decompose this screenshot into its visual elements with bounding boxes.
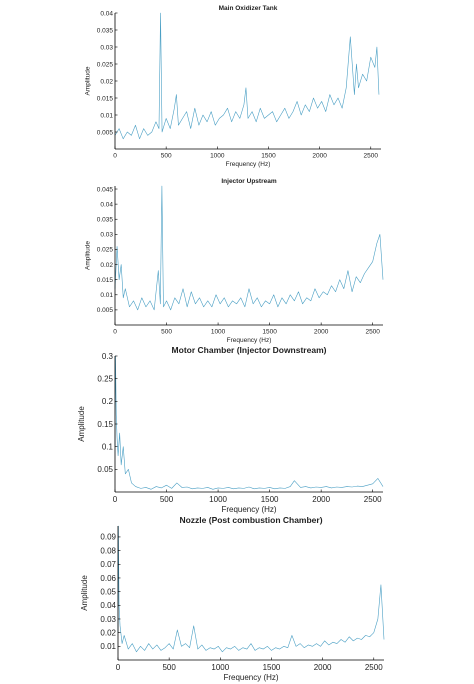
y-tick-label: 0.005 (97, 307, 114, 314)
spectrum-series-line (114, 185, 384, 311)
y-tick-label: 0.04 (100, 601, 116, 610)
x-tick-label: 500 (161, 153, 172, 160)
x-tick-label: 0 (113, 329, 117, 336)
x-tick-label: 2500 (365, 329, 380, 336)
x-tick-label: 1000 (211, 329, 226, 336)
spectrum-series-line (114, 355, 384, 490)
spectrum-series-line (114, 12, 380, 140)
x-axis-label: Frequency (Hz) (226, 161, 271, 168)
chart-panel-nozzle: Nozzle (Post combustion Chamber) 0 500 1000… (80, 515, 385, 682)
x-tick-label: 1000 (209, 495, 227, 504)
x-tick-label: 500 (162, 663, 176, 672)
x-tick-label: 2000 (312, 495, 330, 504)
y-tick-label: 0.07 (100, 560, 116, 569)
y-tick-label: 0.01 (100, 112, 113, 119)
x-tick-label: 1500 (262, 329, 277, 336)
y-tick-label: 0.08 (100, 546, 116, 555)
y-tick-label: 0.05 (97, 465, 113, 474)
y-tick-label: 0.15 (97, 420, 113, 429)
x-tick-label: 2000 (312, 153, 327, 160)
x-axis-label: Frequency (Hz) (223, 673, 278, 682)
x-tick-label: 2500 (365, 663, 383, 672)
x-tick-label: 500 (160, 495, 174, 504)
y-tick-label: 0.015 (97, 277, 114, 284)
x-tick-label: 0 (113, 495, 118, 504)
chart-panel-injector-upstream: Injector Upstream 0 500 1000 1500 2000 2500 0.0… (85, 178, 384, 344)
chart-panel-motor-chamber: Motor Chamber (Injector Downstream) 0 500 1… (77, 345, 384, 514)
y-tick-label: 0.02 (100, 78, 113, 85)
y-tick-label: 0.035 (97, 27, 114, 34)
x-tick-label: 0 (116, 663, 121, 672)
y-tick-label: 0.04 (100, 10, 113, 17)
y-axis-label: Amplitude (80, 575, 89, 611)
y-tick-label: 0.045 (97, 186, 114, 193)
y-tick-label: 0.02 (100, 628, 116, 637)
chart-title: Motor Chamber (Injector Downstream) (172, 345, 327, 355)
y-tick-label: 0.3 (102, 352, 114, 361)
y-tick-label: 0.03 (100, 615, 116, 624)
x-tick-label: 0 (113, 153, 117, 160)
x-tick-label: 2500 (364, 153, 379, 160)
y-axis-label: Amplitude (85, 241, 92, 270)
x-tick-label: 2000 (314, 329, 329, 336)
x-tick-label: 500 (161, 329, 172, 336)
y-tick-label: 0.1 (102, 442, 114, 451)
y-tick-label: 0.05 (100, 587, 116, 596)
y-axis-label: Amplitude (77, 406, 86, 442)
x-tick-label: 2500 (364, 495, 382, 504)
x-tick-label: 1500 (261, 495, 279, 504)
x-tick-label: 1500 (261, 153, 276, 160)
y-tick-label: 0.25 (97, 374, 113, 383)
y-tick-label: 0.02 (100, 262, 113, 269)
y-tick-label: 0.01 (100, 292, 113, 299)
x-tick-label: 1500 (263, 663, 281, 672)
x-tick-label: 1000 (211, 663, 229, 672)
y-tick-label: 0.035 (97, 217, 114, 224)
y-tick-label: 0.04 (100, 201, 113, 208)
y-tick-label: 0.01 (100, 642, 116, 651)
chart-title: Injector Upstream (221, 178, 276, 185)
y-axis-label: Amplitude (85, 66, 92, 95)
y-tick-label: 0.06 (100, 574, 116, 583)
spectrum-series-line (117, 525, 385, 653)
x-tick-label: 1000 (210, 153, 225, 160)
x-axis-label: Frequency (Hz) (221, 505, 276, 514)
y-tick-label: 0.03 (100, 44, 113, 51)
chart-panel-main-oxidizer-tank: Main Oxidizer Tank 0 500 1000 1500 2000 2500 0.… (85, 5, 381, 168)
y-tick-label: 0.005 (97, 129, 114, 136)
chart-title: Nozzle (Post combustion Chamber) (179, 515, 322, 525)
x-axis-label: Frequency (Hz) (227, 337, 272, 344)
chart-title: Main Oxidizer Tank (219, 5, 278, 12)
y-tick-label: 0.2 (102, 397, 114, 406)
y-tick-label: 0.09 (100, 533, 116, 542)
y-tick-label: 0.015 (97, 95, 114, 102)
y-tick-label: 0.025 (97, 247, 114, 254)
y-tick-label: 0.03 (100, 232, 113, 239)
x-tick-label: 2000 (314, 663, 332, 672)
y-tick-label: 0.025 (97, 61, 114, 68)
